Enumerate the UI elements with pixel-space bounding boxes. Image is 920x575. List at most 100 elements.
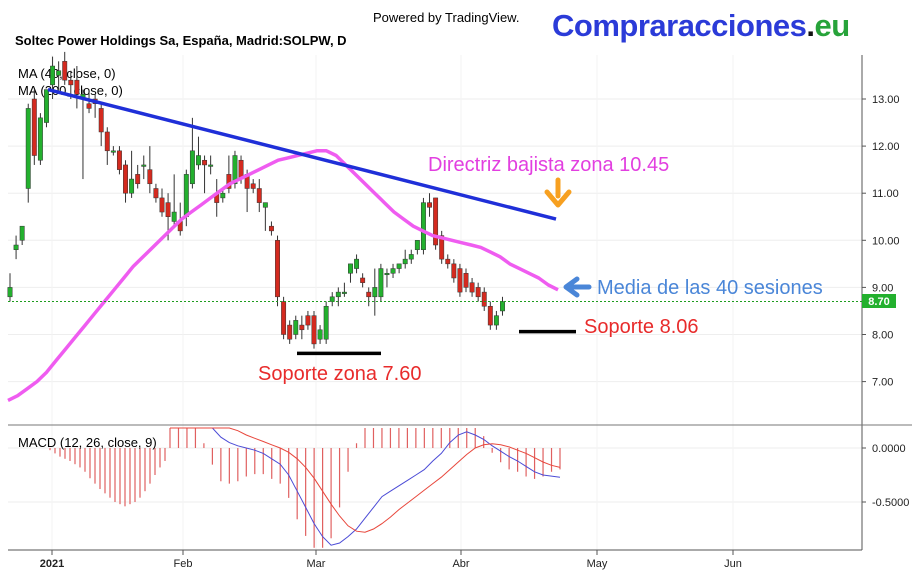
symbol-title: Soltec Power Holdings Sa, España, Madrid… xyxy=(15,33,347,48)
candle-body xyxy=(110,150,116,153)
candle-body xyxy=(348,263,353,274)
candle xyxy=(44,89,49,128)
candle-body xyxy=(68,79,74,86)
candle-body xyxy=(457,268,463,293)
candle-body xyxy=(487,305,493,326)
y-tick-label: 9.00 xyxy=(872,282,893,294)
candle xyxy=(329,292,335,307)
x-tick-label: Feb xyxy=(174,558,193,570)
axis-ticks: 13.00 12.00 11.00 10.00 9.00 8.00 7.00 0.0000 -0… xyxy=(40,94,910,570)
candle-body xyxy=(500,301,505,312)
macd-legend[interactable]: MACD (12, 26, close, 9) xyxy=(18,435,157,450)
candle xyxy=(451,259,457,283)
candle xyxy=(408,249,414,264)
candle xyxy=(372,268,378,316)
macd-signal-line xyxy=(170,427,561,533)
candle xyxy=(366,287,372,307)
candle-body xyxy=(262,202,268,208)
candle xyxy=(104,127,110,165)
candle-body xyxy=(165,202,171,217)
y-tick-label: 12.00 xyxy=(872,141,900,153)
candle xyxy=(262,202,268,231)
candle xyxy=(469,277,475,297)
candle xyxy=(281,296,287,340)
candle xyxy=(457,263,463,297)
y-tick-label: 13.00 xyxy=(872,94,900,106)
candle-body xyxy=(445,258,451,265)
candle xyxy=(360,273,366,288)
candle xyxy=(402,249,408,269)
candle xyxy=(208,155,214,175)
candle xyxy=(414,240,420,255)
candle xyxy=(348,263,353,283)
candle-body xyxy=(141,164,147,167)
candle xyxy=(427,193,432,217)
candle-body xyxy=(275,240,280,298)
candle xyxy=(420,197,426,255)
brand-logo[interactable]: Compraracciones.eu xyxy=(552,8,850,44)
candle-body xyxy=(493,315,499,326)
candle xyxy=(110,146,116,156)
candle-body xyxy=(220,192,226,199)
candle-body xyxy=(299,324,305,331)
candle xyxy=(275,235,280,307)
candle-body xyxy=(44,89,49,123)
candle-body xyxy=(13,244,19,250)
candle xyxy=(171,174,177,227)
y-tick-label: 11.00 xyxy=(872,188,899,200)
candle-body xyxy=(135,174,141,185)
x-tick-label: Mar xyxy=(307,558,326,570)
candle xyxy=(37,113,43,165)
candle xyxy=(256,179,262,213)
candle-body xyxy=(475,287,481,298)
candle xyxy=(445,254,451,269)
candle-body xyxy=(384,273,390,276)
candle-body xyxy=(104,131,110,152)
candle-body xyxy=(287,324,293,340)
macd-y-tick-label: 0.0000 xyxy=(872,443,906,455)
candle-body xyxy=(7,287,13,298)
candlesticks xyxy=(7,51,505,349)
candle xyxy=(116,146,122,175)
candle-body xyxy=(50,65,56,86)
orange-arrow-down-icon xyxy=(544,177,572,208)
candle xyxy=(317,325,323,344)
candle xyxy=(92,94,98,118)
candle-body xyxy=(481,291,487,307)
candle xyxy=(98,103,104,147)
candle-body xyxy=(372,287,378,298)
candle xyxy=(390,263,396,278)
candle-body xyxy=(98,108,104,133)
candle-body xyxy=(469,282,475,293)
candle-body xyxy=(408,254,414,260)
y-tick-label: 10.00 xyxy=(872,235,900,247)
candle xyxy=(305,310,311,330)
candle-body xyxy=(189,150,195,185)
candle-body xyxy=(250,183,256,189)
y-tick-label: 7.00 xyxy=(872,377,893,389)
candle xyxy=(159,188,165,217)
candle-body xyxy=(433,197,439,246)
last-price-label: 8.70 xyxy=(868,296,889,308)
candle xyxy=(487,301,493,330)
powered-by-text[interactable]: Powered by TradingView. xyxy=(373,10,520,25)
candle xyxy=(13,235,19,260)
candle-body xyxy=(37,117,43,161)
candle xyxy=(299,315,305,340)
candle-body xyxy=(329,296,335,302)
candle-body xyxy=(25,108,31,189)
candle xyxy=(493,310,499,330)
annotation-soporte-7-60: Soporte zona 7.60 xyxy=(258,363,421,385)
candle-body xyxy=(202,159,208,166)
candle-body xyxy=(232,155,238,185)
x-tick-label: Jun xyxy=(724,558,742,570)
candle-body xyxy=(451,263,457,279)
candle xyxy=(7,273,13,302)
candle-body xyxy=(147,169,153,185)
candle-body xyxy=(390,268,396,274)
macd-histogram xyxy=(49,428,561,548)
axes xyxy=(8,55,912,551)
candle-body xyxy=(19,225,25,241)
y-tick-label: 8.00 xyxy=(872,330,893,342)
